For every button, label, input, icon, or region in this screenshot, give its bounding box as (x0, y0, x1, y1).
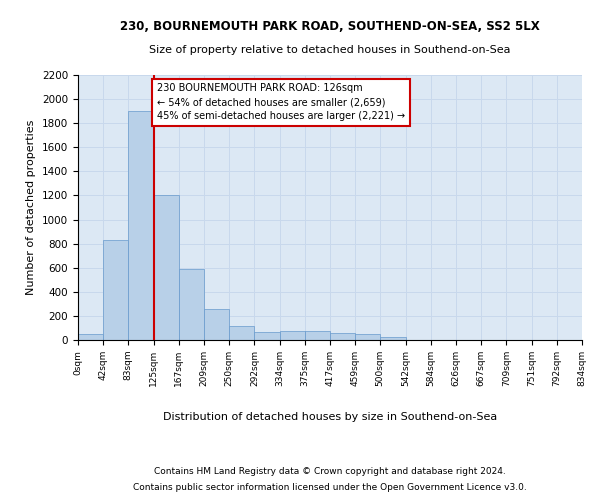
Bar (205, 308, 229, 340)
Bar (305, 331, 330, 340)
Text: Distribution of detached houses by size in Southend-on-Sea: Distribution of detached houses by size … (163, 412, 497, 422)
Text: 230 BOURNEMOUTH PARK ROAD: 126sqm
← 54% of detached houses are smaller (2,659)
4: 230 BOURNEMOUTH PARK ROAD: 126sqm ← 54% … (157, 84, 404, 122)
Bar (103, 240, 128, 340)
Bar (330, 333, 355, 340)
Bar (154, 196, 179, 340)
Text: Contains public sector information licensed under the Open Government Licence v3: Contains public sector information licen… (133, 482, 527, 492)
Bar (355, 334, 380, 340)
Bar (128, 111, 154, 340)
Bar (229, 326, 254, 340)
Bar (179, 269, 205, 340)
Bar (254, 332, 280, 340)
Text: Size of property relative to detached houses in Southend-on-Sea: Size of property relative to detached ho… (149, 45, 511, 55)
Text: Contains HM Land Registry data © Crown copyright and database right 2024.: Contains HM Land Registry data © Crown c… (154, 468, 506, 476)
Bar (280, 331, 305, 340)
Bar (380, 337, 406, 340)
Text: 230, BOURNEMOUTH PARK ROAD, SOUTHEND-ON-SEA, SS2 5LX: 230, BOURNEMOUTH PARK ROAD, SOUTHEND-ON-… (120, 20, 540, 33)
Bar (78, 334, 103, 340)
Y-axis label: Number of detached properties: Number of detached properties (26, 120, 37, 295)
